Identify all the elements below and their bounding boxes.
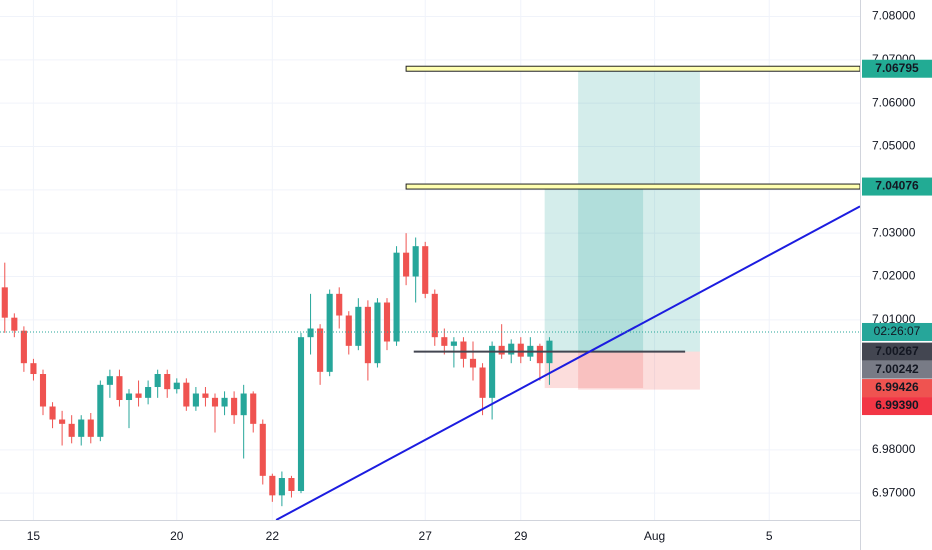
candle-body	[355, 306, 362, 346]
y-tick-label: 7.03000	[872, 225, 916, 239]
candle-body	[259, 423, 266, 476]
profit-zone	[578, 68, 700, 352]
candle-body	[412, 246, 419, 277]
x-tick-label: Aug	[644, 529, 665, 543]
candle-body	[202, 393, 209, 398]
axes: 6.97000 6.98000 7.01000 7.02000 7.03000 7.040…	[27, 9, 932, 543]
candle-body	[145, 387, 152, 398]
x-tick-label: 5	[766, 529, 773, 543]
candle-body	[97, 384, 104, 437]
candle-body	[164, 374, 171, 390]
candle-body	[498, 345, 505, 355]
y-tick-label: 7.02000	[872, 269, 916, 283]
candle-body	[135, 393, 142, 398]
candle-body	[78, 419, 85, 437]
loss-zone	[578, 351, 700, 390]
candle-body	[336, 293, 343, 316]
candle-body	[508, 343, 515, 355]
candle-body	[106, 376, 113, 385]
candle-body	[441, 337, 448, 346]
candle-body	[345, 315, 352, 346]
price-tag-label: 6.99390	[875, 398, 919, 412]
candle-body	[116, 376, 123, 401]
plot	[0, 65, 861, 521]
candle-body	[20, 330, 27, 364]
candle-body	[450, 341, 457, 346]
candle-body	[221, 397, 228, 407]
y-tick-label: 7.01000	[872, 312, 916, 326]
price-tag-label: 7.00267	[875, 344, 919, 358]
x-tick-label: 22	[266, 529, 280, 543]
candle-body	[374, 302, 381, 364]
candle-body	[231, 397, 238, 416]
price-tag	[862, 379, 932, 398]
countdown-label: 02:26:07	[874, 324, 921, 338]
candle-body	[364, 306, 371, 364]
y-tick-label: 7.08000	[872, 9, 916, 23]
candle-body	[479, 367, 486, 398]
candle-body	[297, 337, 305, 492]
candle-body	[173, 382, 180, 390]
candle-body	[250, 393, 257, 424]
candle-body	[11, 317, 18, 331]
price-tag	[862, 360, 932, 379]
candle-body	[278, 478, 285, 496]
candle-body	[469, 358, 477, 368]
candle-body	[1, 287, 8, 318]
candle-body	[269, 475, 276, 496]
candle-body	[240, 393, 247, 416]
candle-body	[489, 345, 496, 398]
candle-body	[536, 345, 543, 364]
candle-body	[49, 406, 56, 420]
x-tick-label: 15	[27, 529, 41, 543]
candle-body	[383, 302, 391, 342]
x-tick-label: 20	[170, 529, 184, 543]
countdown-tag	[862, 322, 932, 341]
candle-body	[403, 252, 410, 277]
candle-body	[183, 382, 190, 407]
price-tag	[862, 397, 932, 416]
y-tick-label: 6.98000	[872, 442, 916, 456]
candle-body	[317, 328, 324, 372]
x-tick-label: 29	[514, 529, 528, 543]
profit-zone	[544, 186, 644, 353]
candle-body	[87, 419, 94, 437]
candle-body	[326, 293, 333, 372]
level-zone	[405, 65, 861, 72]
y-tick-label: 7.05000	[872, 139, 916, 153]
price-tag-label: 6.99426	[875, 380, 919, 394]
candle-body	[393, 252, 400, 342]
candle-body	[422, 246, 429, 294]
x-tick-label: 27	[419, 529, 433, 543]
candle-body	[125, 393, 133, 401]
candle-body	[68, 423, 75, 437]
candle-body	[39, 374, 47, 407]
candle-body	[30, 363, 37, 375]
candle-body	[211, 397, 219, 407]
price-tag	[862, 59, 932, 78]
level-zone	[405, 183, 861, 190]
candle-body	[59, 419, 66, 424]
trendline	[275, 205, 861, 521]
loss-zone	[544, 352, 644, 389]
price-tag-label: 7.00242	[875, 362, 919, 376]
candle-body	[460, 341, 467, 359]
candle-body	[431, 293, 438, 338]
price-tag-label: 7.04076	[875, 179, 919, 193]
y-tick-label: 7.06000	[872, 95, 916, 109]
candle-body	[517, 343, 524, 357]
candle-body	[307, 328, 314, 338]
price-tag	[862, 342, 932, 361]
candle-body	[192, 393, 199, 407]
candle-body	[154, 374, 161, 388]
price-tag-label: 7.06795	[875, 61, 919, 75]
price-tag	[862, 177, 932, 196]
y-tick-label: 6.97000	[872, 485, 916, 499]
candle-body	[288, 478, 295, 492]
